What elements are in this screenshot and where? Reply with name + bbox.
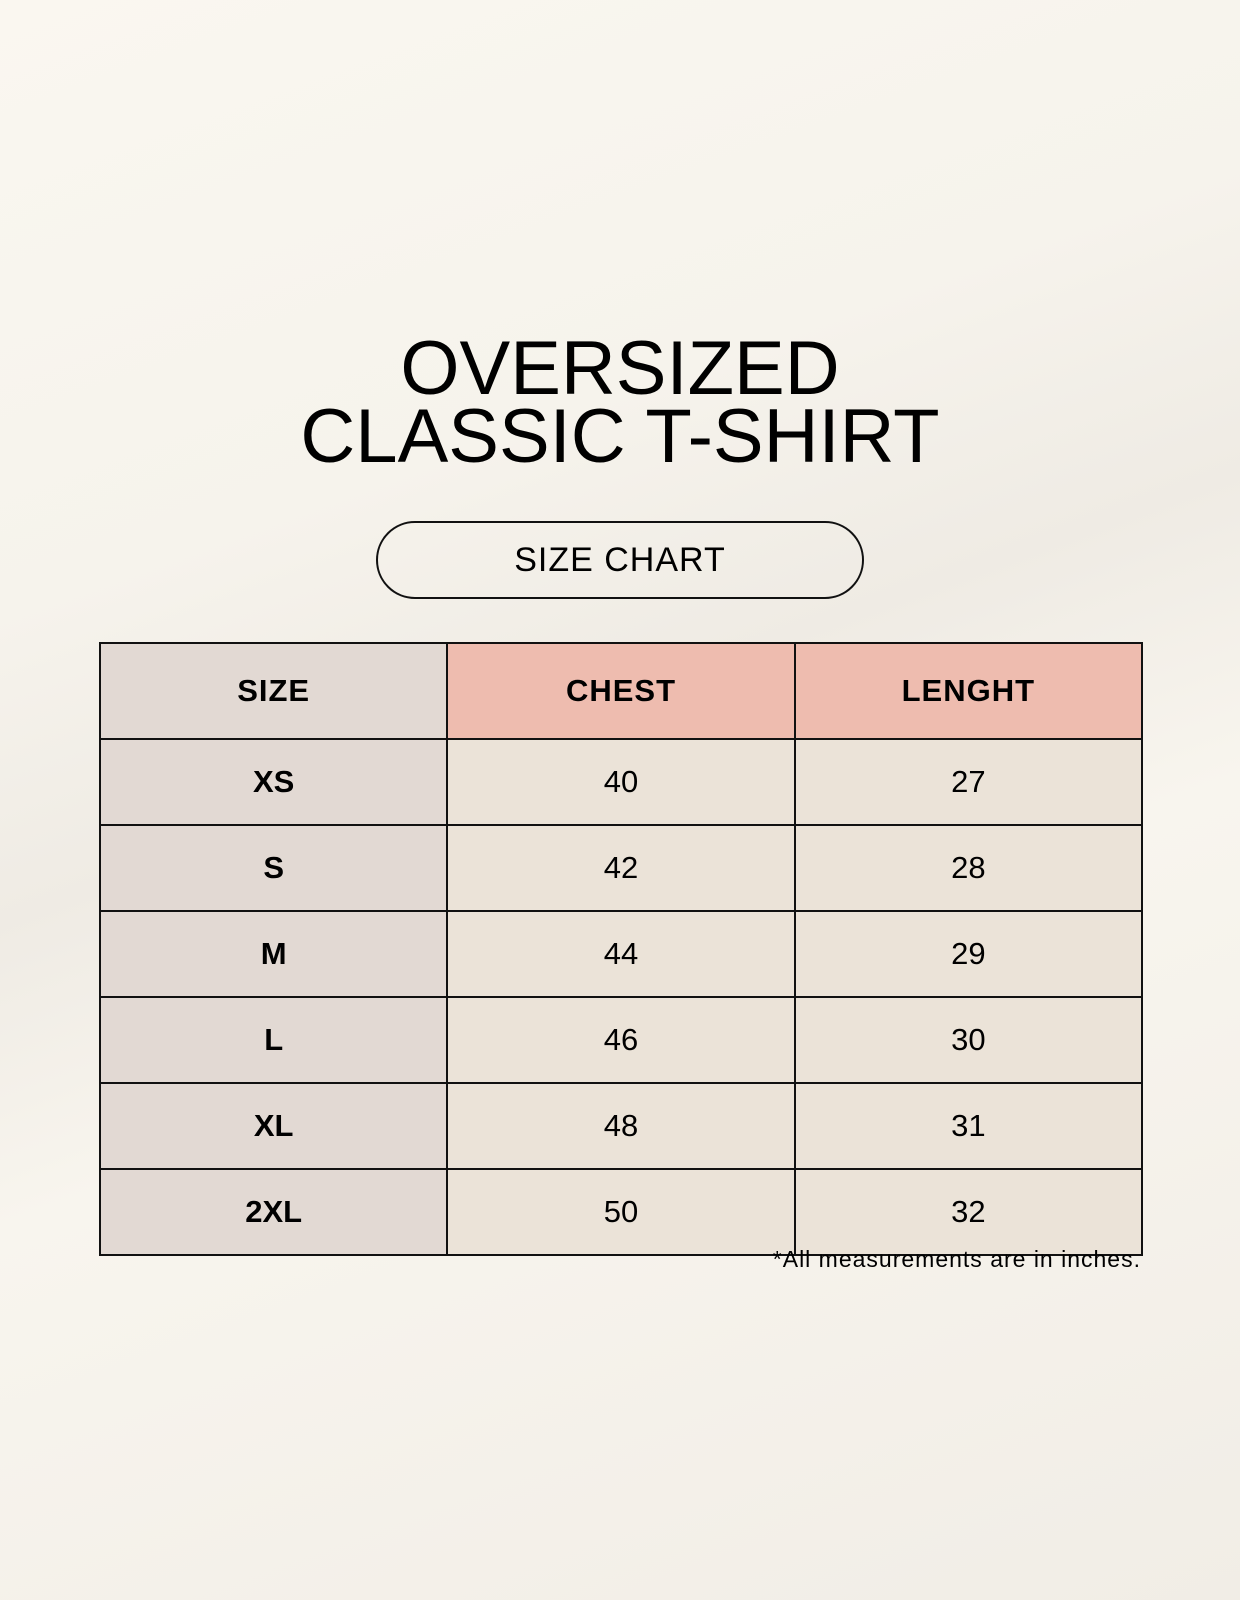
badge-label: SIZE CHART (514, 540, 726, 579)
page-title: OVERSIZED CLASSIC T-SHIRT (0, 326, 1240, 479)
header-chest: CHEST (446, 642, 796, 740)
chest-cell: 42 (446, 824, 796, 912)
size-cell: M (98, 910, 449, 998)
length-cell: 27 (793, 738, 1144, 826)
length-cell: 31 (793, 1082, 1144, 1170)
size-table: SIZE CHEST LENGHT XS 40 27 S 42 28 M 44 29 L 46 30 X… (98, 642, 1144, 1256)
table-row: M 44 29 (98, 910, 1144, 998)
length-cell: 29 (793, 910, 1144, 998)
length-cell: 28 (793, 824, 1144, 912)
footnote: *All measurements are in inches. (772, 1246, 1141, 1272)
length-cell: 30 (793, 996, 1144, 1084)
chest-cell: 44 (446, 910, 796, 998)
size-cell: L (98, 996, 449, 1084)
chest-cell: 46 (446, 996, 796, 1084)
chest-cell: 40 (446, 738, 796, 826)
header-length: LENGHT (793, 642, 1144, 740)
table-row: XL 48 31 (98, 1082, 1144, 1170)
table-row: S 42 28 (98, 824, 1144, 912)
size-cell: XS (98, 738, 449, 826)
chest-cell: 50 (446, 1168, 796, 1256)
size-cell: S (98, 824, 449, 912)
title-line-2: CLASSIC T-SHIRT (300, 394, 940, 479)
chest-cell: 48 (446, 1082, 796, 1170)
length-cell: 32 (793, 1168, 1144, 1256)
size-chart-badge: SIZE CHART (376, 521, 864, 599)
table-row: L 46 30 (98, 996, 1144, 1084)
table-row: XS 40 27 (98, 738, 1144, 826)
size-cell: XL (98, 1082, 449, 1170)
title-line-1: OVERSIZED (400, 326, 840, 411)
table-row: 2XL 50 32 (98, 1168, 1144, 1256)
table-header-row: SIZE CHEST LENGHT (98, 642, 1144, 740)
size-cell: 2XL (98, 1168, 449, 1256)
header-size: SIZE (98, 642, 449, 740)
